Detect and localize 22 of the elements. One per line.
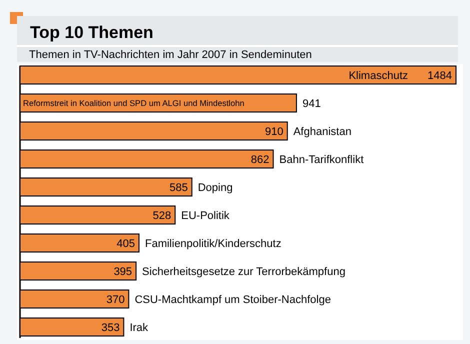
data-label: 528 xyxy=(152,210,172,222)
y-tick-label: Reformstreit in Koalition und SPD um ALGI und Mindestlohn xyxy=(23,98,245,108)
data-label: 910 xyxy=(265,126,284,138)
data-label: 370 xyxy=(106,294,125,306)
data-label: 1484 xyxy=(428,70,452,82)
y-tick-label: Sicherheitsgesetze zur Terrorbekämpfung xyxy=(142,266,346,278)
y-tick-label: Familienpolitik/Kinderschutz xyxy=(144,238,282,250)
data-label: 941 xyxy=(302,98,321,110)
data-label: 395 xyxy=(114,266,132,278)
y-tick-label: Bahn-Tarifkonflikt xyxy=(279,154,364,166)
y-tick-label: Irak xyxy=(130,322,149,334)
y-tick-label: EU-Politik xyxy=(181,210,230,222)
chart-subtitle: Themen in TV-Nachrichten im Jahr 2007 in Sendeminuten xyxy=(29,49,312,61)
y-tick-label: Afghanistan xyxy=(293,126,352,138)
data-label: 862 xyxy=(250,154,270,166)
data-label: 405 xyxy=(116,238,135,250)
chart-title: Top 10 Themen xyxy=(30,23,154,42)
y-tick-label: Doping xyxy=(198,182,233,194)
y-tick-label: CSU-Machtkampf um Stoiber-Nachfolge xyxy=(134,294,331,306)
data-label: 353 xyxy=(101,322,120,334)
y-tick-label: Klimaschutz xyxy=(348,70,408,82)
data-label: 585 xyxy=(170,182,188,194)
